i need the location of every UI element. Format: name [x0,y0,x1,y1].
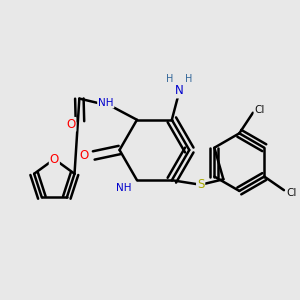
Text: H: H [166,74,173,85]
Text: Cl: Cl [254,105,265,115]
Text: N: N [175,85,184,98]
Text: S: S [197,178,204,191]
Text: NH: NH [116,183,131,193]
Text: O: O [66,118,76,131]
Text: O: O [80,149,89,162]
Text: NH: NH [98,98,113,107]
Text: Cl: Cl [286,188,297,198]
Text: H: H [185,74,193,85]
Text: O: O [50,153,59,166]
